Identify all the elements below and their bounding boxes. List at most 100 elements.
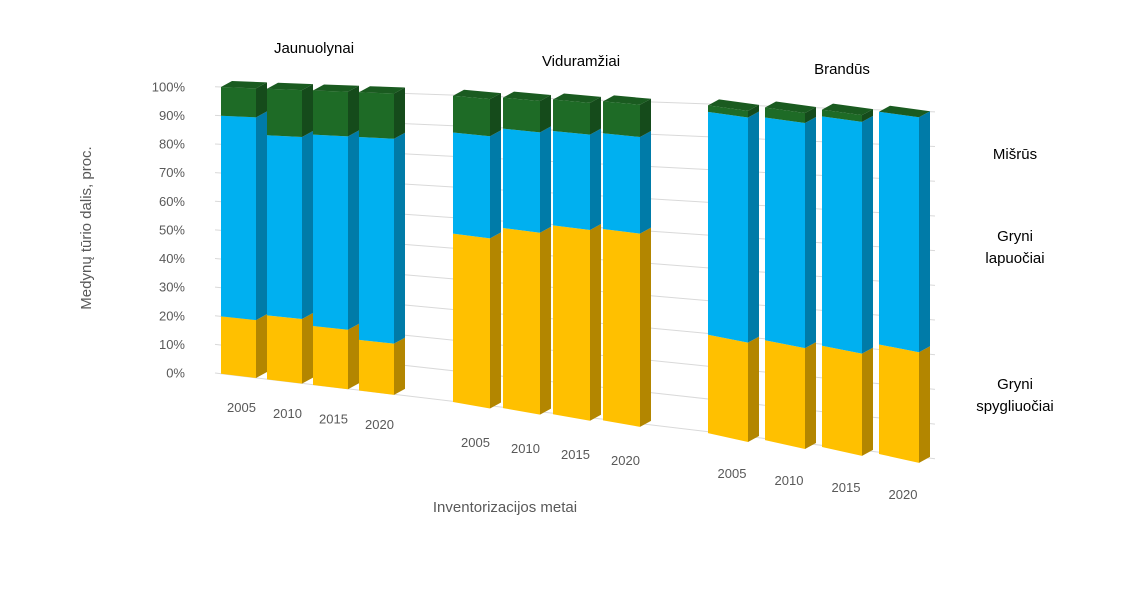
x-tick-label: 2005: [227, 400, 256, 415]
bar-top-face: [503, 91, 551, 102]
y-tick-label: 40%: [159, 251, 185, 266]
bar-front-face: [313, 326, 348, 390]
bar-segment: [879, 105, 930, 118]
x-axis-ticks: 2005 2010 2015 2020 2005 2010 2015 2020 2005 2010…: [227, 400, 917, 502]
x-tick-label: 2015: [832, 480, 861, 495]
bar-segment: [553, 128, 601, 231]
bar-front-face: [267, 135, 302, 320]
bar-side-face: [748, 111, 759, 343]
bar-front-face: [708, 111, 748, 343]
bar-segment: [603, 130, 651, 234]
bar-side-face: [862, 115, 873, 354]
bar-segment: [765, 340, 816, 449]
legend-line: spygliuočiai: [976, 398, 1054, 415]
bar-stack: [267, 82, 313, 384]
y-tick-label: 0%: [166, 366, 185, 381]
bar-side-face: [640, 98, 651, 137]
bar-side-face: [805, 106, 816, 124]
legend-line: Gryni: [997, 228, 1033, 245]
bar-top-face: [553, 93, 601, 103]
group-title: Jaunuolynai: [274, 40, 354, 57]
x-tick-label: 2015: [561, 447, 590, 462]
bar-side-face: [490, 93, 501, 137]
bars: [221, 81, 930, 463]
bar-side-face: [805, 342, 816, 449]
bar-stack: [822, 103, 873, 456]
bar-front-face: [221, 316, 256, 378]
bar-side-face: [302, 84, 313, 138]
bar-segment: [708, 99, 759, 118]
bar-top-face: [765, 101, 816, 113]
bar-segment: [765, 101, 816, 124]
bar-front-face: [603, 133, 640, 234]
bar-side-face: [748, 104, 759, 118]
bar-front-face: [822, 345, 862, 456]
bar-front-face: [553, 225, 590, 421]
bar-side-face: [805, 117, 816, 349]
bar-segment: [453, 232, 501, 409]
bar-front-face: [879, 344, 919, 463]
bar-top-face: [359, 86, 405, 94]
bar-front-face: [267, 88, 302, 138]
bar-side-face: [590, 96, 601, 135]
bar-segment: [221, 314, 267, 378]
bar-segment: [313, 84, 359, 137]
bar-segment: [221, 111, 267, 321]
y-tick-label: 50%: [159, 222, 185, 237]
bar-front-face: [313, 90, 348, 137]
bar-stack: [503, 91, 551, 415]
bar-side-face: [394, 132, 405, 344]
bar-front-face: [765, 117, 805, 349]
y-tick-label: 80%: [159, 137, 185, 152]
bar-front-face: [453, 233, 490, 409]
bar-front-face: [453, 132, 490, 239]
bar-top-face: [221, 81, 267, 89]
bar-top-face: [453, 89, 501, 100]
bar-front-face: [359, 92, 394, 139]
bar-front-face: [765, 107, 805, 124]
y-tick-label: 70%: [159, 165, 185, 180]
x-tick-label: 2010: [511, 441, 540, 456]
bar-front-face: [708, 334, 748, 442]
bar-segment: [708, 334, 759, 442]
bar-stack: [313, 84, 359, 390]
legend-line: lapuočiai: [985, 250, 1044, 267]
bar-segment: [879, 344, 930, 463]
bar-side-face: [540, 126, 551, 233]
y-tick-label: 90%: [159, 108, 185, 123]
bar-segment: [822, 103, 873, 122]
bar-side-face: [348, 323, 359, 390]
bar-side-face: [540, 226, 551, 415]
bar-segment: [822, 345, 873, 456]
bar-segment: [313, 323, 359, 390]
bar-front-face: [313, 134, 348, 330]
bar-stack: [453, 89, 501, 409]
bar-front-face: [879, 111, 919, 353]
group-title: Brandūs: [814, 61, 870, 78]
bar-side-face: [748, 336, 759, 442]
bar-side-face: [862, 109, 873, 122]
x-tick-label: 2015: [319, 411, 348, 426]
bar-front-face: [553, 130, 590, 231]
bar-front-face: [221, 87, 256, 118]
legend-item: Gryni spygliuočiai: [976, 376, 1054, 415]
bar-side-face: [256, 314, 267, 378]
bar-top-face: [313, 84, 359, 92]
bar-front-face: [503, 97, 540, 133]
bar-segment: [267, 131, 313, 320]
bar-segment: [708, 111, 759, 343]
bar-side-face: [640, 130, 651, 234]
x-tick-label: 2010: [273, 406, 302, 421]
bar-stack: [708, 99, 759, 442]
x-tick-label: 2005: [461, 435, 490, 450]
bar-segment: [503, 226, 551, 415]
bar-stack: [879, 105, 930, 463]
legend-item: Gryni lapuočiai: [985, 228, 1044, 267]
bar-side-face: [862, 347, 873, 456]
y-tick-label: 30%: [159, 280, 185, 295]
bar-front-face: [822, 116, 862, 354]
y-tick-label: 10%: [159, 337, 185, 352]
bar-front-face: [267, 315, 302, 384]
bar-side-face: [348, 130, 359, 330]
